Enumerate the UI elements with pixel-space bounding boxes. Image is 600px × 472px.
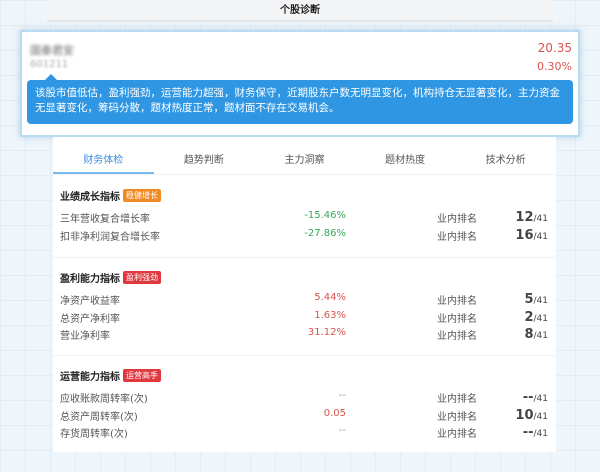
- rank-label: 业内排名: [437, 296, 477, 307]
- section-header: 业绩成长指标 稳健增长: [60, 188, 161, 203]
- tab-4[interactable]: 题材热度: [385, 155, 426, 166]
- rank-label: 业内排名: [437, 411, 477, 423]
- section-divider: [53, 355, 556, 356]
- section-title: 业绩成长指标: [60, 192, 120, 203]
- rank-value: 8/41: [524, 327, 548, 342]
- rank-total: /41: [533, 429, 548, 439]
- rank-number: 10: [515, 407, 534, 423]
- table-row: 总资产周转率(次) 0.05 业内排名 10/41: [53, 408, 556, 425]
- section-badge: 稳健增长: [123, 189, 161, 202]
- rank-value: 5/41: [524, 292, 548, 307]
- table-row: 扣非净利润复合增长率 -27.86% 业内排名 16/41: [53, 228, 556, 245]
- metric-value: 0.05: [323, 407, 346, 419]
- metric-label: 总资产净利率: [60, 313, 120, 325]
- section-header: 运营能力指标 运营高手: [60, 368, 161, 383]
- rank-value: 16/41: [515, 228, 548, 243]
- metric-value: 1.63%: [314, 309, 346, 321]
- tab-bar: 财务体检 趋势判断 主力洞察 题材热度 技术分析: [53, 149, 556, 175]
- metric-label: 三年营收复合增长率: [60, 214, 150, 225]
- section-badge: 盈利强劲: [123, 271, 161, 284]
- metric-value: -27.86%: [304, 227, 346, 239]
- table-row: 营业净利率 31.12% 业内排名 8/41: [53, 327, 556, 344]
- table-row: 净资产收益率 5.44% 业内排名 5/41: [53, 292, 556, 309]
- rank-total: /41: [533, 394, 548, 404]
- metric-label: 存货周转率(次): [60, 429, 128, 440]
- stock-code: 601211: [30, 59, 69, 70]
- rank-total: /41: [533, 214, 548, 224]
- rank-total: /41: [533, 331, 548, 341]
- section-header: 盈利能力指标 盈利强劲: [60, 270, 161, 285]
- rank-total: /41: [533, 231, 548, 242]
- stock-price: 20.35: [537, 41, 572, 55]
- rank-number: 5: [524, 292, 534, 307]
- page-title: 个股诊断: [47, 0, 553, 22]
- metric-label: 总资产周转率(次): [60, 411, 138, 423]
- rank-value: 12/41: [515, 210, 548, 225]
- tab-3[interactable]: 主力洞察: [284, 155, 325, 166]
- stock-summary-card: 国泰君安 601211 20.35 0.30% 该股市值低估，盈利强劲，运营能力…: [20, 30, 580, 137]
- table-row: 总资产净利率 1.63% 业内排名 2/41: [53, 310, 556, 327]
- rank-value: 2/41: [524, 310, 548, 325]
- tab-5[interactable]: 技术分析: [485, 155, 526, 166]
- diagnosis-summary: 该股市值低估，盈利强劲，运营能力超强，财务保守，近期股东户数无明显变化，机构持仓…: [27, 74, 573, 124]
- rank-total: /41: [533, 313, 548, 324]
- tab-1[interactable]: 财务体检: [53, 149, 154, 174]
- tab-2[interactable]: 趋势判断: [183, 155, 224, 166]
- diagnosis-panel: 财务体检 趋势判断 主力洞察 题材热度 技术分析 业绩成长指标 稳健增长 三年营收复合增长…: [53, 137, 556, 452]
- rank-total: /41: [533, 296, 548, 306]
- rank-number: 12: [515, 210, 534, 225]
- metric-label: 扣非净利润复合增长率: [60, 231, 160, 243]
- rank-label: 业内排名: [437, 214, 477, 225]
- section-badge: 运营高手: [123, 369, 161, 382]
- metric-label: 应收账款周转率(次): [60, 394, 148, 405]
- rank-number: 8: [524, 327, 534, 342]
- section-divider: [53, 257, 556, 258]
- metric-value: 5.44%: [314, 292, 346, 303]
- rank-number: 16: [515, 227, 534, 243]
- rank-value: --/41: [523, 425, 548, 440]
- rank-number: --: [522, 390, 534, 405]
- table-row: 存货周转率(次) -- 业内排名 --/41: [53, 425, 556, 442]
- stock-change: 0.30%: [537, 60, 572, 73]
- rank-label: 业内排名: [437, 331, 477, 342]
- metric-value: --: [338, 425, 346, 436]
- rank-total: /41: [533, 411, 548, 422]
- table-row: 三年营收复合增长率 -15.46% 业内排名 12/41: [53, 210, 556, 227]
- rank-label: 业内排名: [437, 394, 477, 405]
- metric-value: 31.12%: [307, 327, 346, 338]
- stock-name: 国泰君安: [30, 44, 74, 57]
- rank-value: --/41: [523, 390, 548, 405]
- table-row: 应收账款周转率(次) -- 业内排名 --/41: [53, 390, 556, 407]
- rank-number: --: [522, 425, 534, 440]
- rank-number: 2: [524, 309, 534, 325]
- rank-label: 业内排名: [437, 313, 477, 325]
- section-title: 运营能力指标: [60, 372, 120, 383]
- metric-label: 营业净利率: [60, 331, 110, 342]
- rank-label: 业内排名: [437, 429, 477, 440]
- metric-label: 净资产收益率: [60, 296, 120, 307]
- rank-value: 10/41: [515, 408, 548, 423]
- rank-label: 业内排名: [437, 231, 477, 243]
- metric-value: --: [338, 390, 346, 401]
- metric-value: -15.46%: [304, 210, 346, 221]
- section-title: 盈利能力指标: [60, 274, 120, 285]
